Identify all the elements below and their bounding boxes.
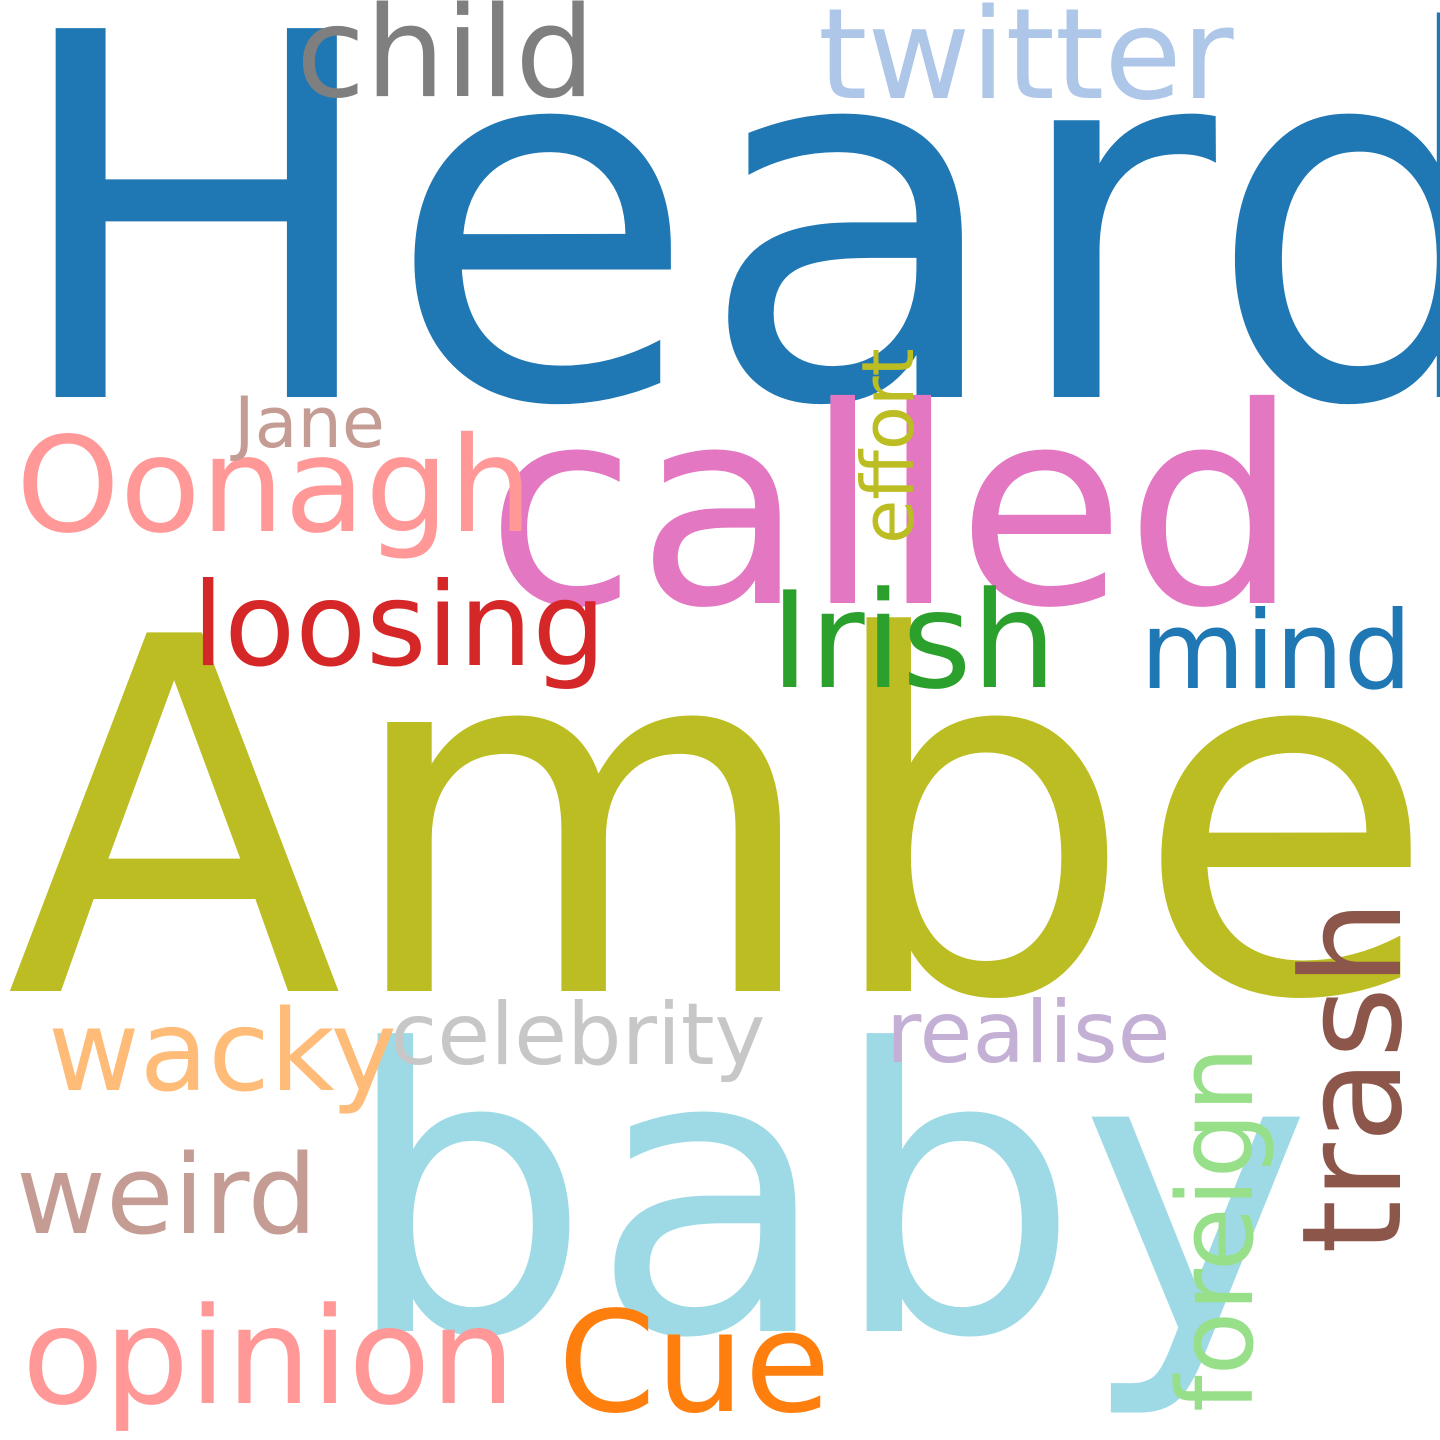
word-jane: Jane — [234, 388, 385, 458]
word-irish: Irish — [770, 574, 1057, 708]
word-celebrity: celebrity — [390, 992, 765, 1078]
word-cue: Cue — [558, 1294, 831, 1434]
word-mind: mind — [1140, 598, 1412, 706]
word-wacky: wacky — [48, 996, 397, 1108]
word-opinion: opinion — [22, 1290, 515, 1424]
word-realise: realise — [886, 990, 1171, 1076]
word-effort: effort — [852, 348, 924, 544]
word-twitter: twitter — [818, 0, 1234, 118]
word-trash: trash — [1284, 899, 1422, 1254]
word-child: child — [296, 0, 595, 116]
word-weird: weird — [16, 1140, 317, 1250]
word-foreign: foreign — [1164, 1046, 1268, 1412]
word-loosing: loosing — [192, 568, 606, 684]
